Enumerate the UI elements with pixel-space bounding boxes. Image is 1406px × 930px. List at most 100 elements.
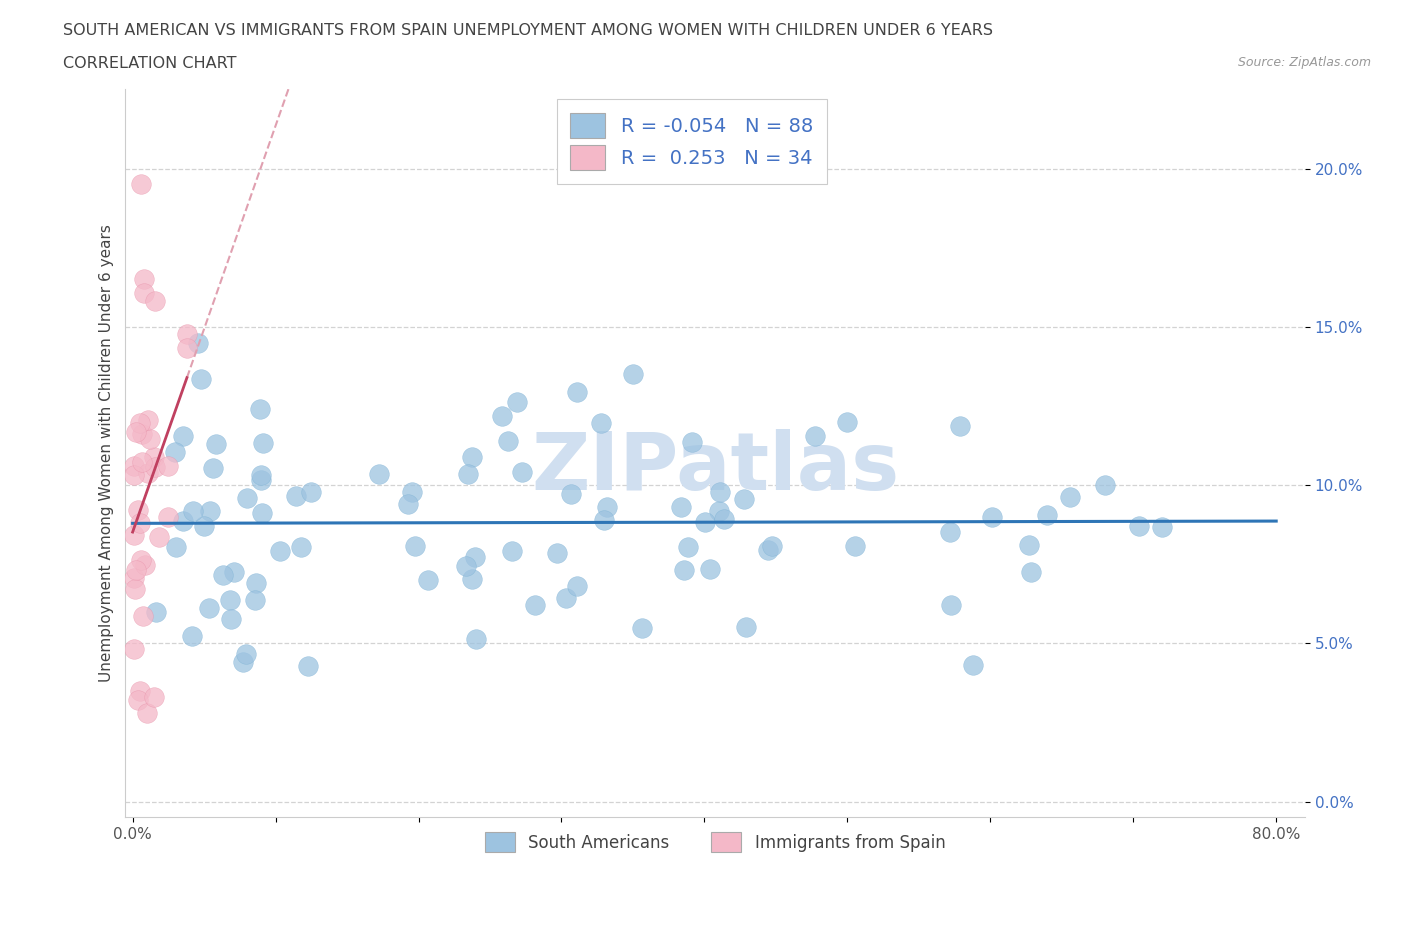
Point (143, 690, 166, 705)
Point (621, 366, 644, 381)
Point (122, 527, 145, 542)
Point (132, 286, 155, 300)
Point (148, 530, 170, 545)
Text: ZIPatlas: ZIPatlas (531, 429, 900, 507)
Point (735, 619, 758, 634)
Point (546, 546, 568, 561)
Point (143, 294, 166, 309)
Point (457, 467, 479, 482)
Point (252, 435, 274, 450)
Point (589, 416, 612, 431)
Point (193, 518, 215, 533)
Point (1059, 489, 1081, 504)
Point (198, 504, 221, 519)
Point (837, 414, 859, 429)
Point (368, 467, 391, 482)
Point (709, 504, 731, 519)
Point (122, 458, 145, 473)
Point (501, 544, 523, 559)
Point (555, 591, 578, 605)
Point (404, 538, 426, 553)
Point (695, 515, 717, 530)
Point (461, 571, 484, 586)
Legend: South Americans, Immigrants from Spain: South Americans, Immigrants from Spain (477, 824, 953, 860)
Point (1150, 520, 1173, 535)
Point (250, 506, 273, 521)
Point (299, 485, 322, 499)
Point (235, 491, 257, 506)
Point (401, 485, 423, 499)
Point (145, 604, 167, 619)
Point (733, 492, 755, 507)
Point (939, 525, 962, 540)
Point (980, 510, 1002, 525)
Point (756, 543, 779, 558)
Point (139, 432, 162, 446)
Point (124, 581, 146, 596)
Point (129, 516, 152, 531)
Point (673, 563, 696, 578)
Point (187, 336, 209, 351)
Point (129, 416, 152, 431)
Point (1128, 519, 1150, 534)
Point (676, 539, 699, 554)
Point (176, 340, 198, 355)
Point (682, 435, 704, 450)
Point (941, 597, 963, 612)
Point (165, 539, 187, 554)
Point (142, 449, 165, 464)
Point (844, 538, 866, 553)
Point (132, 609, 155, 624)
Point (219, 592, 242, 607)
Point (211, 568, 233, 583)
Point (284, 488, 307, 503)
Point (235, 646, 257, 661)
Point (491, 408, 513, 423)
Point (122, 641, 145, 656)
Text: CORRELATION CHART: CORRELATION CHART (63, 56, 236, 71)
Point (461, 449, 484, 464)
Point (510, 464, 533, 479)
Point (396, 497, 419, 512)
Point (232, 655, 254, 670)
Y-axis label: Unemployment Among Women with Children Under 6 years: Unemployment Among Women with Children U… (100, 224, 114, 683)
Point (949, 419, 972, 434)
Point (245, 576, 267, 591)
Point (1094, 478, 1116, 493)
Point (464, 550, 486, 565)
Point (1019, 565, 1042, 579)
Point (249, 468, 271, 483)
Point (713, 512, 735, 526)
Point (249, 402, 271, 417)
Point (163, 445, 186, 459)
Point (496, 434, 519, 449)
Point (205, 436, 228, 451)
Point (567, 578, 589, 593)
Point (290, 539, 312, 554)
Point (1035, 508, 1057, 523)
Point (122, 468, 145, 483)
Point (131, 426, 153, 441)
Point (190, 371, 212, 386)
Point (124, 571, 146, 586)
Point (134, 558, 156, 573)
Point (172, 514, 194, 529)
Point (1018, 538, 1040, 552)
Point (269, 544, 291, 559)
Point (962, 658, 984, 672)
Point (129, 552, 152, 567)
Point (125, 425, 148, 440)
Point (506, 395, 529, 410)
Point (135, 706, 157, 721)
Point (804, 429, 827, 444)
Point (560, 486, 582, 501)
Point (465, 632, 488, 647)
Point (709, 485, 731, 499)
Point (219, 612, 242, 627)
Point (418, 572, 440, 587)
Point (596, 499, 619, 514)
Point (157, 509, 180, 524)
Point (222, 565, 245, 579)
Point (243, 592, 266, 607)
Point (669, 499, 692, 514)
